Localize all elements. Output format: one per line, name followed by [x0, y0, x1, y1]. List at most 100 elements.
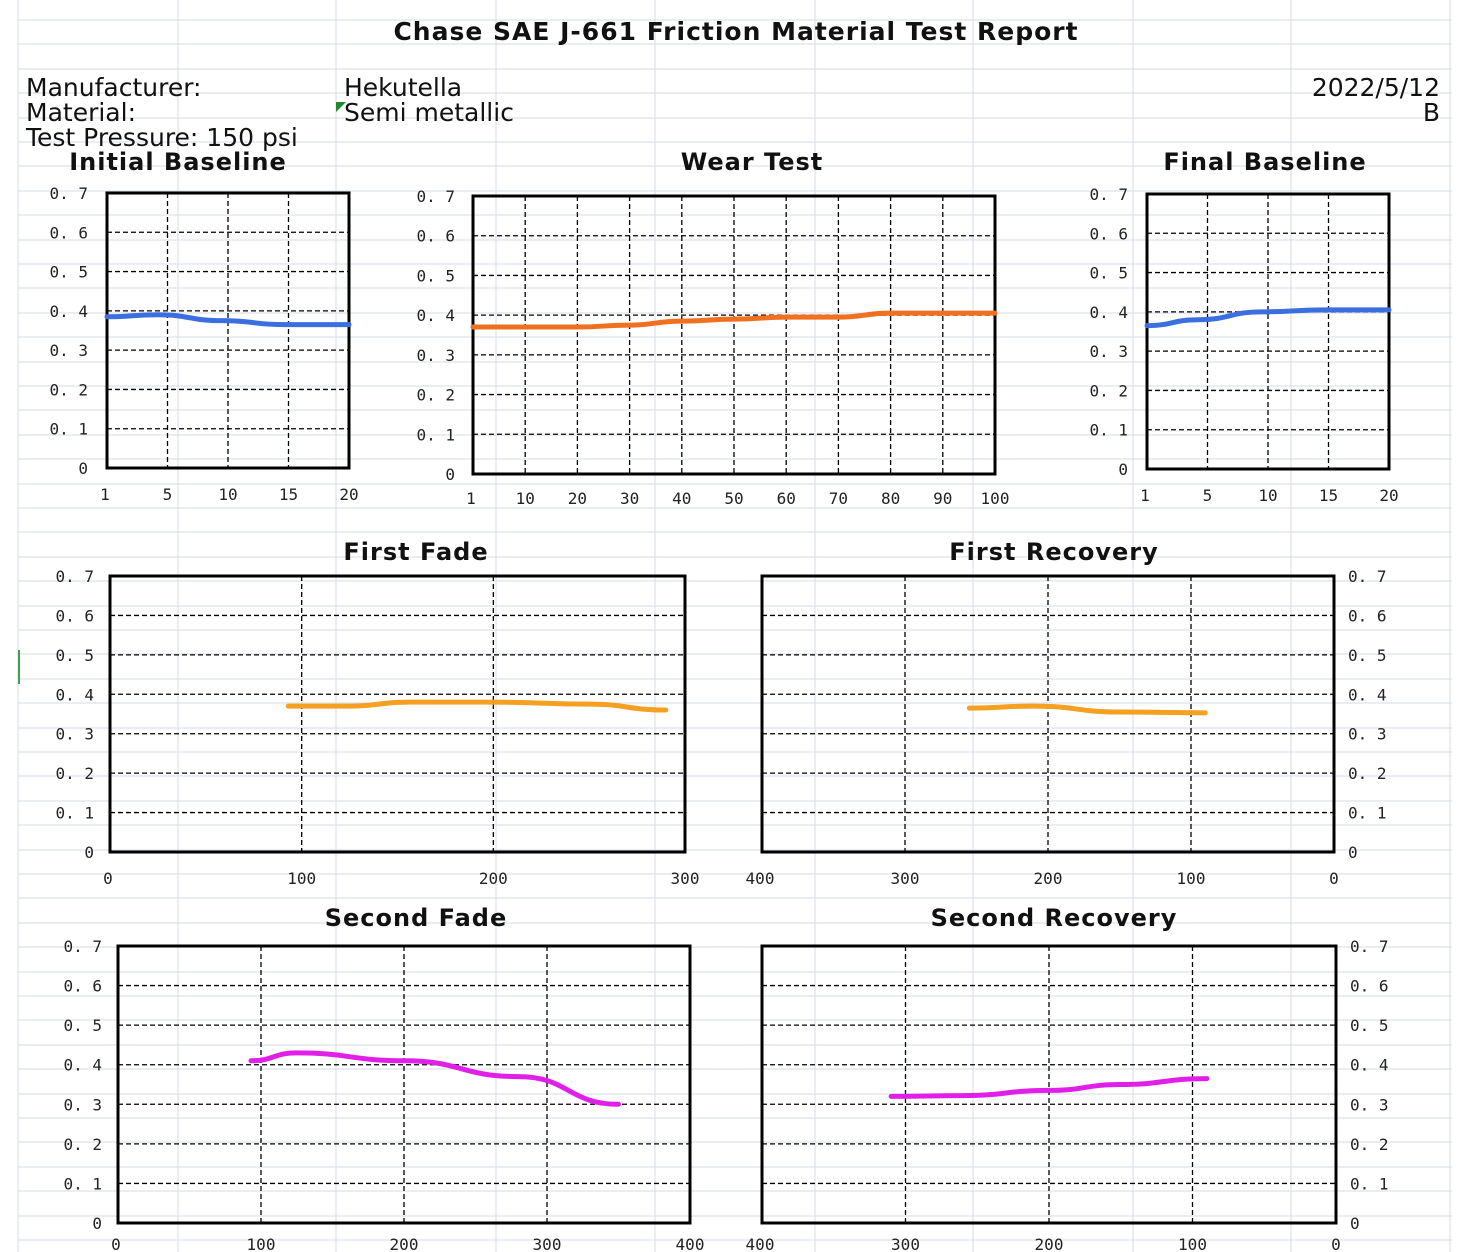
recovery1-xtick-label: 300 — [891, 869, 920, 888]
initial-ytick-label: 0. 3 — [49, 341, 88, 360]
recovery2-ytick-label: 0. 3 — [1350, 1095, 1389, 1114]
recovery1-xtick-label: 400 — [746, 869, 775, 888]
recovery1-plot-frame — [760, 574, 1336, 854]
wear-plot-frame — [471, 194, 997, 476]
wear-xtick-label: 30 — [620, 489, 639, 508]
wear-ytick-label: 0. 1 — [416, 425, 455, 444]
recovery2-ytick-label: 0. 2 — [1350, 1135, 1389, 1154]
wear-ytick-label: 0. 5 — [416, 266, 455, 285]
fade1-ytick-label: 0. 5 — [55, 646, 94, 665]
fade2-xtick-label: 0 — [111, 1235, 121, 1252]
fade1-xtick-label: 0 — [103, 869, 113, 888]
fade1-chart-title: First Fade — [343, 538, 488, 566]
fade2-chart-title: Second Fade — [325, 904, 508, 932]
wear-xtick-label: 20 — [568, 489, 587, 508]
wear-chart-title: Wear Test — [681, 148, 824, 176]
recovery1-xtick-label: 100 — [1177, 869, 1206, 888]
fade1-xtick-label: 200 — [479, 869, 508, 888]
wear-xtick-label: 100 — [981, 489, 1010, 508]
initial-ytick-label: 0. 5 — [49, 263, 88, 282]
charts-layer: Initial Baseline 0 0. 1 0. 2 0. 3 0. 4 0. 5 0. … — [49, 148, 1398, 1252]
material-label: Material: — [26, 98, 136, 127]
initial-ytick-label: 0 — [78, 459, 88, 478]
initial-ytick-label: 0. 4 — [49, 302, 88, 321]
wear-xtick-label: 50 — [724, 489, 743, 508]
fade1-ytick-label: 0. 4 — [55, 685, 94, 704]
wear-ytick-label: 0. 2 — [416, 386, 455, 405]
wear-xtick-label: 10 — [516, 489, 535, 508]
initial-ytick-label: 0. 6 — [49, 223, 88, 242]
recovery1-ytick-label: 0. 6 — [1348, 606, 1387, 625]
recovery1-xtick-label: 0 — [1329, 869, 1339, 888]
manufacturer-value: Hekutella — [344, 73, 462, 102]
fade2-plot-frame — [116, 944, 692, 1225]
recovery2-plot-frame — [760, 944, 1338, 1225]
fade2-ytick-label: 0. 7 — [63, 937, 102, 956]
recovery2-ytick-label: 0. 6 — [1350, 977, 1389, 996]
recovery2-ytick-label: 0. 1 — [1350, 1174, 1389, 1193]
recovery2-xtick-label: 0 — [1331, 1235, 1341, 1252]
fade2-ytick-label: 0. 3 — [63, 1095, 102, 1114]
wear-xtick-label: 40 — [672, 489, 691, 508]
fade1-ytick-label: 0. 7 — [55, 567, 94, 586]
recovery1-ytick-label: 0. 5 — [1348, 646, 1387, 665]
final-xtick-label: 20 — [1379, 486, 1398, 505]
fade2-chart: Second Fade 0 0. 1 0. 2 0. 3 0. 4 0. 5 0. 6 0. 7… — [63, 904, 704, 1252]
recovery1-series-line — [966, 703, 1208, 716]
recovery2-chart-title: Second Recovery — [931, 904, 1178, 932]
recovery1-xtick-label: 200 — [1034, 869, 1063, 888]
final-ytick-label: 0. 1 — [1089, 421, 1128, 440]
initial-plot-frame — [105, 191, 351, 470]
cell-comment-marker — [336, 102, 346, 112]
fade2-ytick-label: 0. 2 — [63, 1135, 102, 1154]
fade1-ytick-label: 0. 1 — [55, 804, 94, 823]
recovery2-xtick-label: 400 — [746, 1235, 775, 1252]
initial-ytick-label: 0. 2 — [49, 380, 88, 399]
fade2-ytick-label: 0. 1 — [63, 1174, 102, 1193]
wear-ytick-label: 0. 6 — [416, 227, 455, 246]
recovery2-chart: Second Recovery 0 0. 1 0. 2 0. 3 0. 4 0. 5 0. 6… — [746, 904, 1389, 1252]
final-chart-title: Final Baseline — [1163, 148, 1366, 176]
recovery1-ytick-label: 0. 1 — [1348, 804, 1387, 823]
final-ytick-label: 0. 4 — [1089, 303, 1128, 322]
wear-ytick-label: 0. 7 — [416, 187, 455, 206]
fade2-xtick-label: 200 — [390, 1235, 419, 1252]
fade2-ytick-label: 0. 5 — [63, 1016, 102, 1035]
final-xtick-label: 1 — [1140, 486, 1150, 505]
fade1-chart: First Fade 0 0. 1 0. 2 0. 3 0. 4 0. 5 0. 6 0. 7 0… — [55, 538, 699, 888]
wear-xtick-label: 60 — [777, 489, 796, 508]
final-ytick-label: 0. 7 — [1089, 185, 1128, 204]
wear-xtick-label: 70 — [829, 489, 848, 508]
initial-chart: Initial Baseline 0 0. 1 0. 2 0. 3 0. 4 0. 5 0. … — [49, 148, 358, 504]
fade2-ytick-label: 0 — [92, 1214, 102, 1233]
fade1-ytick-label: 0 — [84, 843, 94, 862]
fade1-ytick-label: 0. 6 — [55, 606, 94, 625]
final-xtick-label: 10 — [1258, 486, 1277, 505]
wear-ytick-label: 0. 3 — [416, 346, 455, 365]
initial-ytick-label: 0. 1 — [49, 420, 88, 439]
initial-series-line — [104, 312, 352, 328]
report-date: 2022/5/12 — [1312, 73, 1440, 102]
recovery1-chart-title: First Recovery — [949, 538, 1158, 566]
final-ytick-label: 0 — [1118, 460, 1128, 479]
final-ytick-label: 0. 5 — [1089, 264, 1128, 283]
fade1-plot-frame — [108, 574, 687, 854]
fade1-xtick-label: 100 — [287, 869, 316, 888]
fade1-xtick-label: 300 — [671, 869, 700, 888]
recovery2-xtick-label: 200 — [1035, 1235, 1064, 1252]
fade2-xtick-label: 300 — [533, 1235, 562, 1252]
wear-xtick-label: 90 — [933, 489, 952, 508]
final-ytick-label: 0. 3 — [1089, 342, 1128, 361]
wear-chart: Wear Test 0 0. 1 0. 2 0. 3 0. 4 0. 5 0. 6 0. 7 1 1… — [416, 148, 1009, 508]
test-pressure: Test Pressure: 150 psi — [25, 123, 298, 152]
fade2-series-line — [248, 1050, 621, 1107]
recovery1-ytick-label: 0. 3 — [1348, 725, 1387, 744]
wear-series-line — [470, 310, 998, 330]
initial-xtick-label: 1 — [100, 485, 110, 504]
fade2-ytick-label: 0. 4 — [63, 1056, 102, 1075]
report-title: Chase SAE J-661 Friction Material Test R… — [393, 17, 1078, 46]
recovery2-xtick-label: 300 — [891, 1235, 920, 1252]
fade1-ytick-label: 0. 2 — [55, 764, 94, 783]
recovery2-ytick-label: 0. 7 — [1350, 937, 1389, 956]
final-plot-frame — [1145, 192, 1391, 471]
